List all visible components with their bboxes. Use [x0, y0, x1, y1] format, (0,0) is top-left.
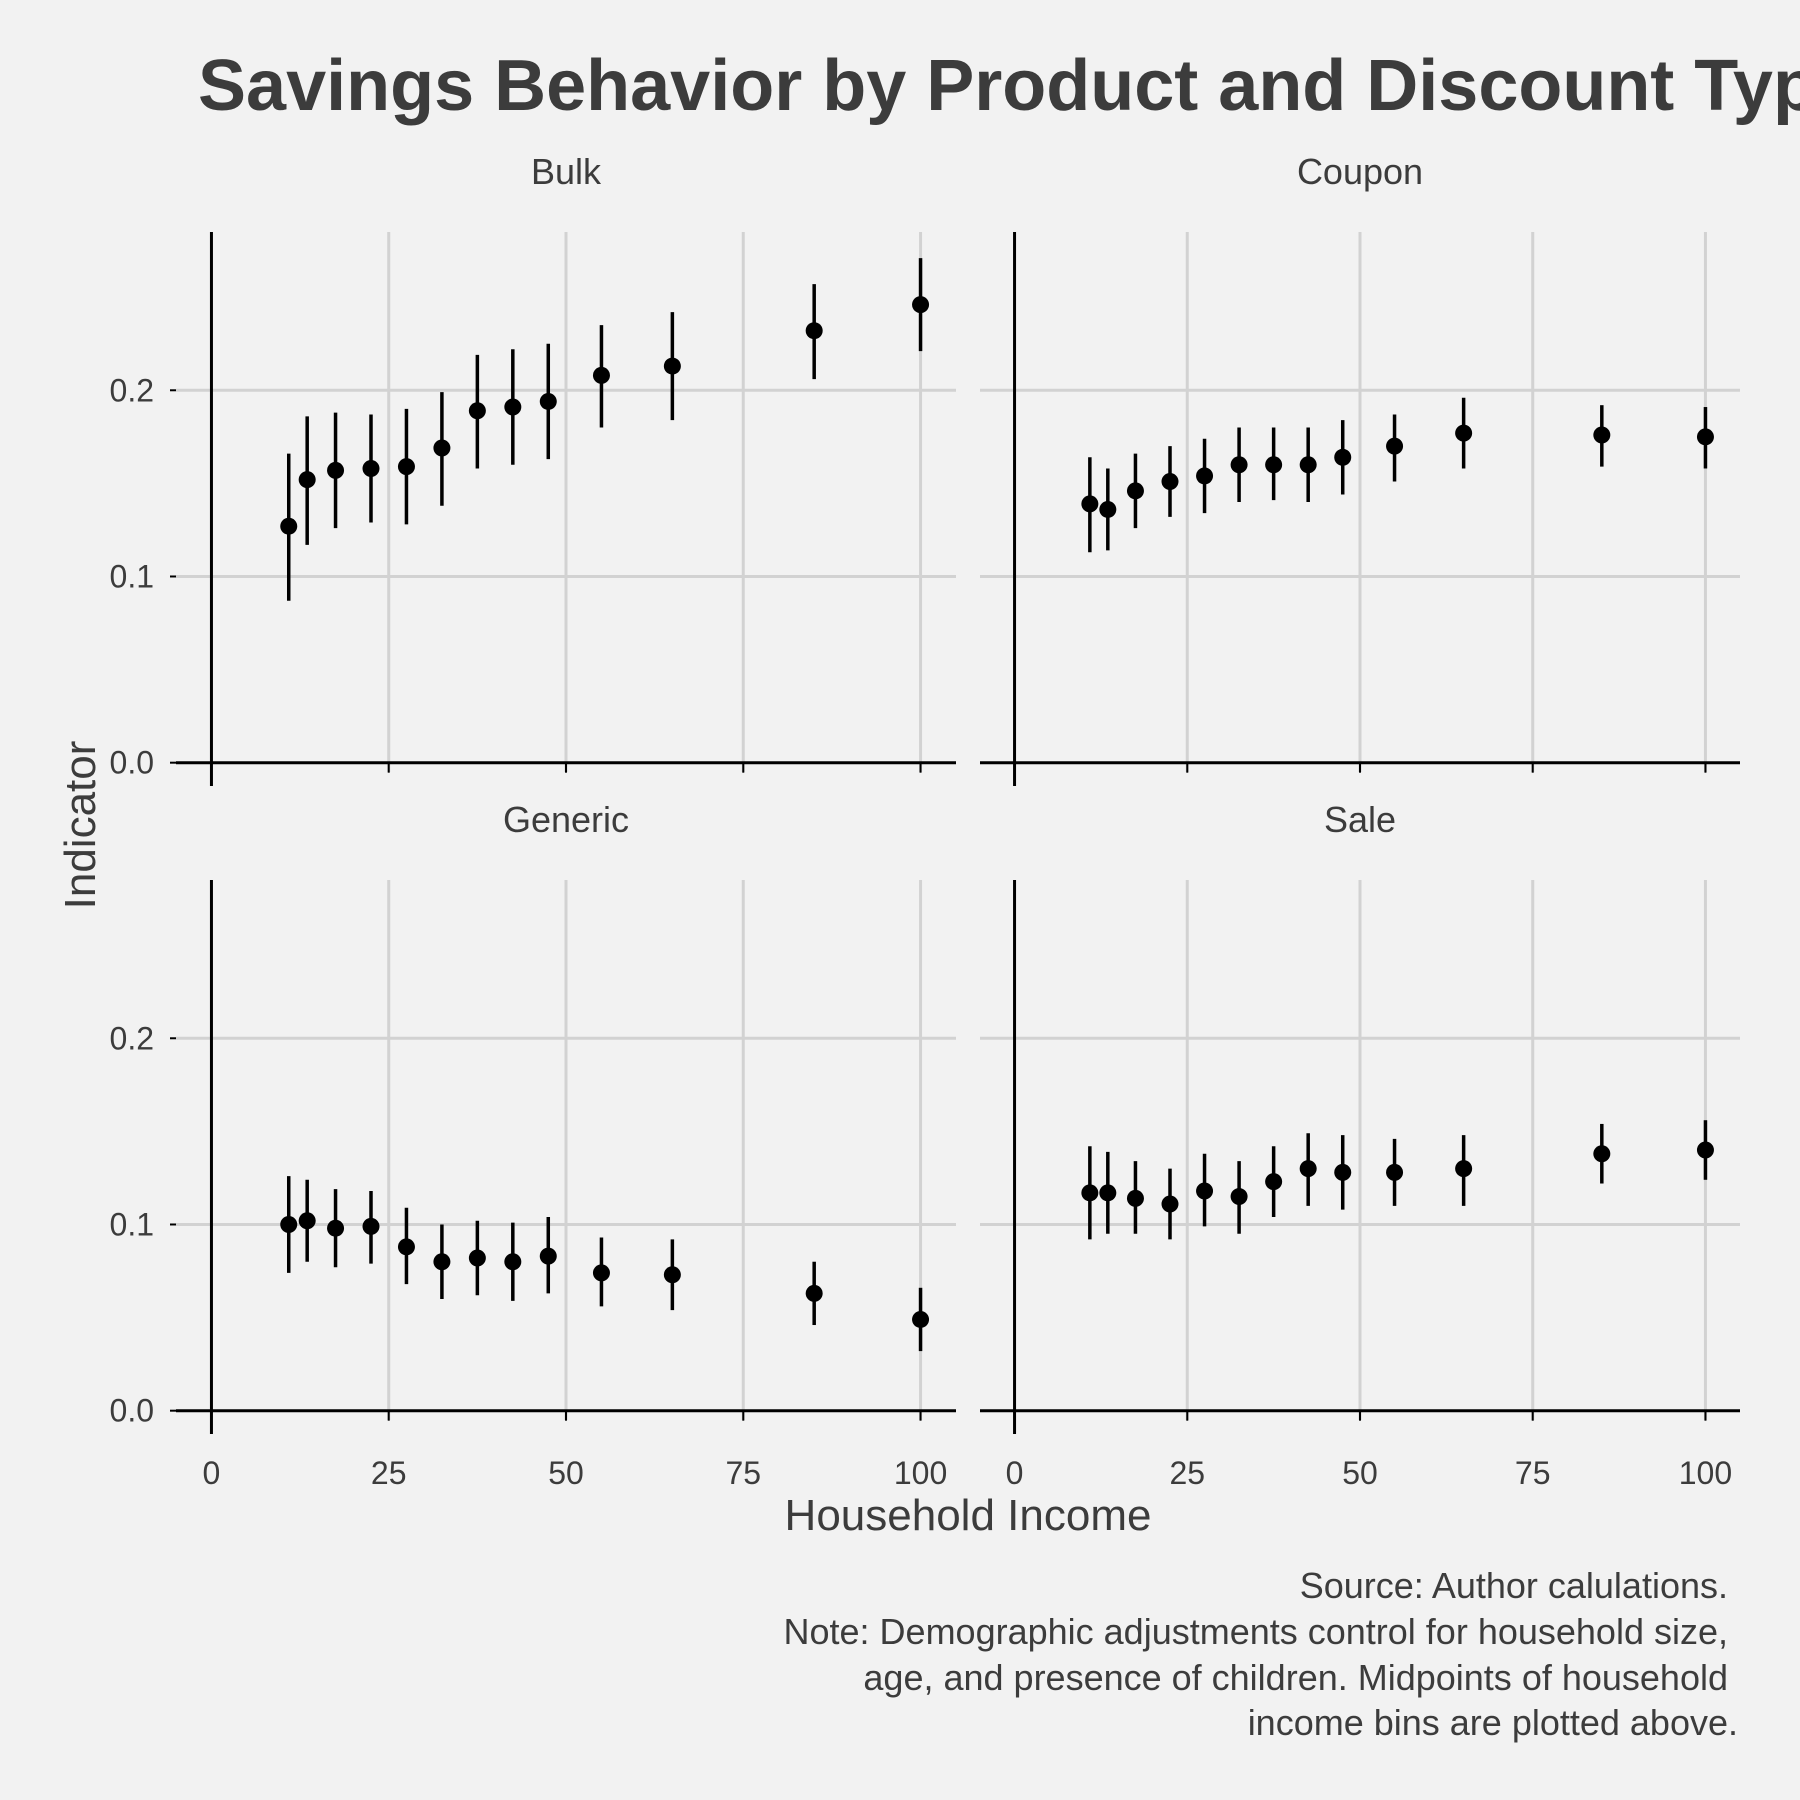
data-point [327, 461, 345, 479]
caption-line-note-1: Note: Demographic adjustments control fo… [784, 1611, 1729, 1652]
data-point [663, 1266, 681, 1284]
x-tick-label: 25 [371, 1455, 407, 1491]
data-point [362, 459, 380, 477]
data-point [1334, 448, 1352, 466]
y-tick-label: 0.2 [110, 372, 154, 408]
y-tick-label: 0.1 [110, 558, 154, 594]
data-point [592, 366, 610, 384]
data-point [1265, 1173, 1283, 1191]
x-tick-label: 50 [548, 1455, 584, 1491]
panel-label-bulk: Bulk [531, 151, 602, 192]
data-point [912, 1310, 930, 1328]
data-point [1196, 467, 1214, 485]
data-point [592, 1264, 610, 1282]
data-point [1126, 1189, 1144, 1207]
data-point [1593, 426, 1611, 444]
panel-bulk: Bulk 0.0 0.1 0.2 [110, 151, 956, 786]
data-point [1099, 500, 1117, 518]
data-point [539, 1247, 557, 1265]
panel-label-sale: Sale [1324, 799, 1396, 840]
data-point [362, 1217, 380, 1235]
x-axis-title: Household Income [785, 1491, 1152, 1540]
data-point [1161, 473, 1179, 491]
data-point [433, 439, 451, 457]
y-tick-label: 0.2 [110, 1020, 154, 1056]
data-point [504, 1253, 522, 1271]
chart-title: Savings Behavior by Product and Discount… [198, 46, 1800, 126]
data-point [1230, 1188, 1248, 1206]
data-point [1455, 1160, 1473, 1178]
x-tick-label: 100 [1679, 1455, 1732, 1491]
data-point [1334, 1163, 1352, 1181]
data-point [1455, 424, 1473, 442]
panels: Bulk 0.0 0.1 0.2 Coupon Generic 0.0 0.1 0.2 0 25 50… [110, 151, 1740, 1491]
data-point [504, 398, 522, 416]
data-point [1099, 1184, 1117, 1202]
y-axis-title: Indicator [56, 741, 105, 910]
data-point [397, 458, 415, 476]
data-point [280, 517, 298, 535]
y-tick-label: 0.1 [110, 1206, 154, 1242]
data-point [397, 1238, 415, 1256]
data-point [1299, 1160, 1317, 1178]
data-point [433, 1253, 451, 1271]
data-point [663, 357, 681, 375]
y-tick-label: 0.0 [110, 745, 154, 781]
data-point [1696, 428, 1714, 446]
x-tick-label: 100 [894, 1455, 947, 1491]
data-point [298, 471, 316, 489]
data-point [805, 1284, 823, 1302]
caption-line-note-3: income bins are plotted above. [1248, 1702, 1738, 1743]
panel-label-generic: Generic [503, 799, 629, 840]
x-tick-label: 50 [1342, 1455, 1378, 1491]
panel-generic: Generic 0.0 0.1 0.2 0 25 50 75 100 [110, 799, 956, 1491]
data-point [468, 402, 486, 420]
panel-label-coupon: Coupon [1297, 151, 1423, 192]
x-tick-label: 75 [1515, 1455, 1551, 1491]
x-tick-label: 25 [1169, 1455, 1205, 1491]
x-tick-label: 0 [1006, 1455, 1024, 1491]
caption-line-source: Source: Author calulations. [1300, 1565, 1728, 1606]
data-point [1126, 482, 1144, 500]
caption: Source: Author calulations. Note: Demogr… [784, 1565, 1739, 1743]
panel-coupon: Coupon [980, 151, 1740, 786]
data-point [1196, 1182, 1214, 1200]
data-point [1230, 456, 1248, 474]
data-point [805, 322, 823, 340]
data-point [1386, 437, 1404, 455]
data-point [280, 1215, 298, 1233]
data-point [912, 296, 930, 314]
data-point [539, 392, 557, 410]
data-point [298, 1212, 316, 1230]
data-point [1593, 1145, 1611, 1163]
data-point [1161, 1195, 1179, 1213]
data-point [1265, 456, 1283, 474]
caption-line-note-2: age, and presence of children. Midpoints… [863, 1657, 1728, 1698]
data-point [1696, 1141, 1714, 1159]
x-tick-label: 75 [725, 1455, 761, 1491]
data-point [468, 1249, 486, 1267]
data-point [1386, 1163, 1404, 1181]
data-point [327, 1219, 345, 1237]
data-point [1081, 495, 1099, 513]
data-point [1081, 1184, 1099, 1202]
panel-sale: Sale 0 25 50 75 100 [980, 799, 1740, 1491]
y-tick-label: 0.0 [110, 1393, 154, 1429]
x-tick-label: 0 [203, 1455, 221, 1491]
data-point [1299, 456, 1317, 474]
